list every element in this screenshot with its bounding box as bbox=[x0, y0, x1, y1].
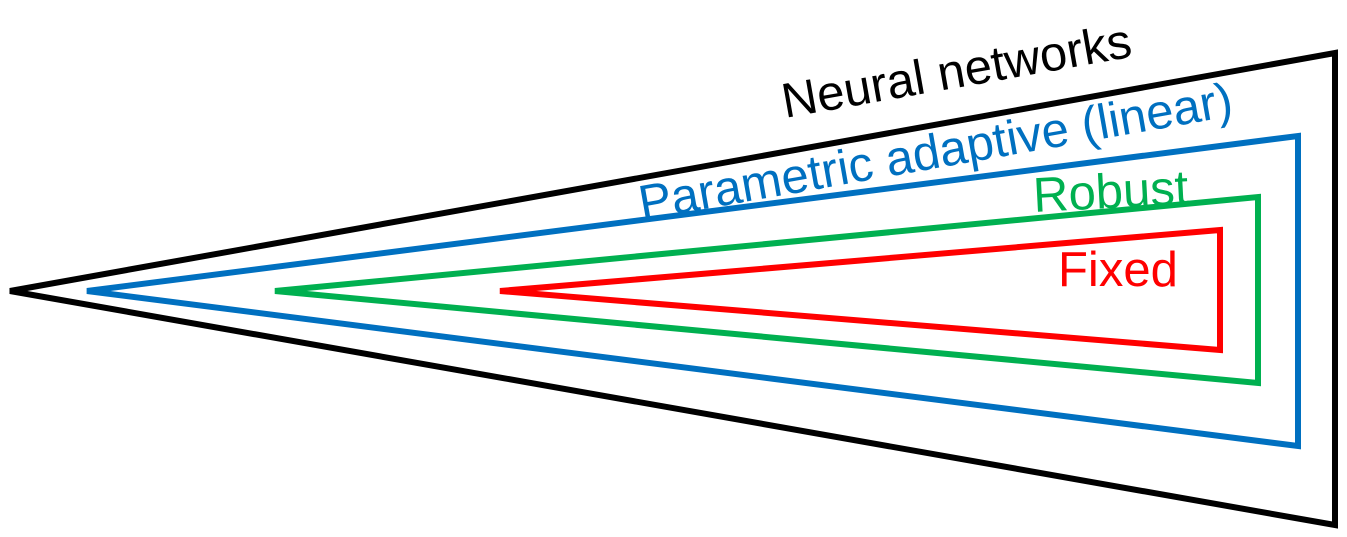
robust-label: Robust bbox=[1032, 161, 1190, 223]
parametric-adaptive-triangle bbox=[86, 132, 1301, 450]
fixed-label: Fixed bbox=[1058, 243, 1178, 297]
fixed-triangle bbox=[499, 226, 1223, 354]
robust-triangle bbox=[274, 193, 1261, 387]
neural-networks-triangle bbox=[9, 49, 1338, 529]
